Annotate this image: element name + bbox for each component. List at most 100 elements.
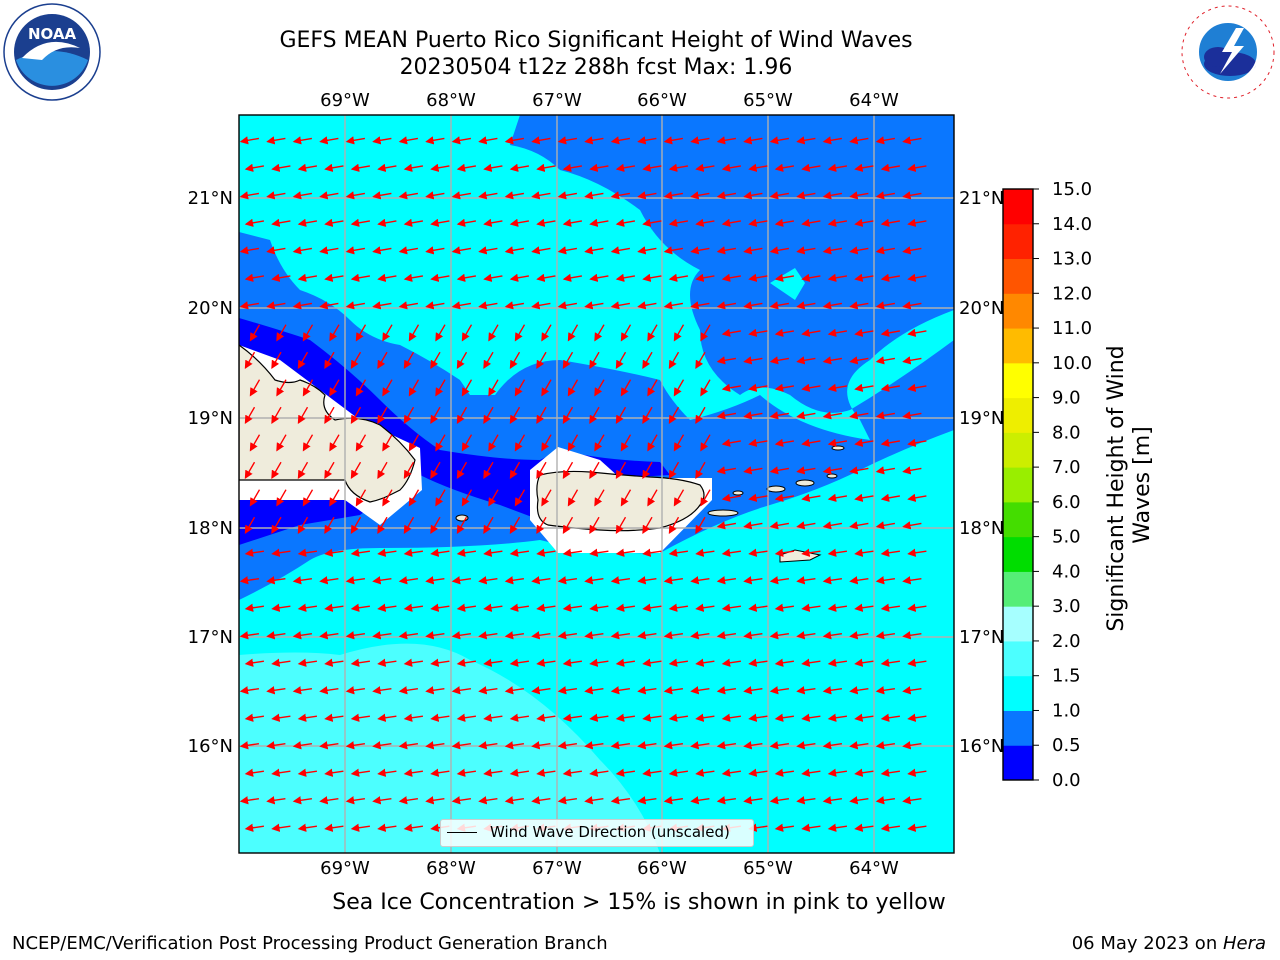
wind-arrow [822,576,843,585]
nws-logo-icon [1180,4,1276,100]
wind-arrow [690,741,710,750]
wind-arrow [324,461,335,480]
colorbar-tick-label: 10.0 [1052,353,1092,374]
wind-arrow [345,796,366,805]
wind-arrow [743,466,763,475]
wind-arrow [769,796,790,805]
wind-arrow [297,351,309,370]
colorbar-tick-label: 0.0 [1052,770,1081,791]
wind-arrow [345,741,366,750]
wind-arrow [668,548,689,557]
wind-arrow [451,741,472,750]
wind-arrow [345,136,366,145]
wind-arrow [875,466,896,475]
wind-arrow [292,191,313,200]
wind-arrow [774,273,795,282]
wind-arrow [350,273,371,282]
wind-arrow [562,713,583,722]
wind-arrow [907,383,927,392]
wind-arrow [748,713,768,722]
wind-arrow [822,741,843,750]
wind-arrow [403,273,424,282]
wind-arrow [642,163,662,172]
lon-tick-top: 67°W [532,90,582,111]
wind-arrow [382,489,393,507]
wind-arrow [721,218,742,227]
wind-arrow [319,301,339,310]
wind-arrow [822,796,843,805]
wind-arrow [748,273,768,282]
wind-arrow [902,301,922,310]
wind-arrow [271,218,291,227]
wind-arrow [769,411,790,420]
wind-arrow [430,273,450,282]
wind-arrow [748,328,768,337]
wind-arrow [610,301,631,310]
wind-arrow [324,548,344,557]
wind-arrow [377,163,397,172]
wind-arrow [329,489,340,507]
wind-arrow [244,406,256,425]
wind-arrow [774,328,795,337]
wind-arrow [716,741,737,750]
wind-arrow [425,631,445,640]
wind-arrow [562,461,574,480]
wind-arrow [854,713,874,722]
wind-arrow [801,273,821,282]
wind-arrow [239,191,260,200]
wind-arrow [271,658,291,667]
wind-arrow [748,658,768,667]
colorbar-segment [1003,606,1033,642]
wind-arrow [398,631,419,640]
wind-arrow [875,246,896,255]
wind-arrow [292,301,313,310]
wind-arrow [796,191,816,200]
wind-arrow [249,434,261,452]
wind-arrow [324,603,344,612]
colorbar-tick-label: 1.0 [1052,700,1081,721]
wind-arrow [642,218,662,227]
wind-arrow [372,576,392,585]
wind-arrow [589,163,609,172]
noaa-logo-icon: NOAA [3,3,101,101]
colorbar-segment [1003,293,1033,329]
wind-arrow [673,324,685,342]
wind-arrow [319,796,339,805]
wind-arrow [271,516,282,535]
wind-arrow [271,823,291,832]
wind-arrow [827,823,848,832]
lat-tick-right: 18°N [959,518,1004,539]
wind-arrow [721,713,742,722]
wind-arrow [637,631,657,640]
wind-arrow [716,191,737,200]
wind-arrow [880,273,901,282]
wind-arrow [425,686,445,695]
colorbar-segment [1003,745,1033,781]
colorbar-segment [1003,397,1033,433]
wind-arrow [774,163,795,172]
wind-arrow [849,191,869,200]
wind-arrow [266,686,286,695]
wind-arrow [637,246,657,255]
wind-arrow [827,328,848,337]
wind-arrow [451,246,472,255]
wind-arrow [244,351,256,370]
wind-arrow [531,796,551,805]
lat-ticks-right: 21°N 20°N 19°N 18°N 17°N 16°N [959,188,1004,757]
wind-arrow [324,516,335,535]
wind-arrow [637,741,657,750]
wind-arrow [615,713,636,722]
wind-arrow [430,713,450,722]
wind-arrow [567,379,579,397]
wind-arrow [589,768,609,777]
wind-arrow [244,461,256,480]
wind-arrow [721,658,742,667]
wind-arrow [451,136,472,145]
wind-arrow [403,516,415,535]
wind-arrow [769,191,790,200]
wind-arrow [854,548,874,557]
wind-arrow [875,686,896,695]
wind-arrow [637,576,657,585]
wind-arrow [827,603,848,612]
wind-arrow [827,273,848,282]
